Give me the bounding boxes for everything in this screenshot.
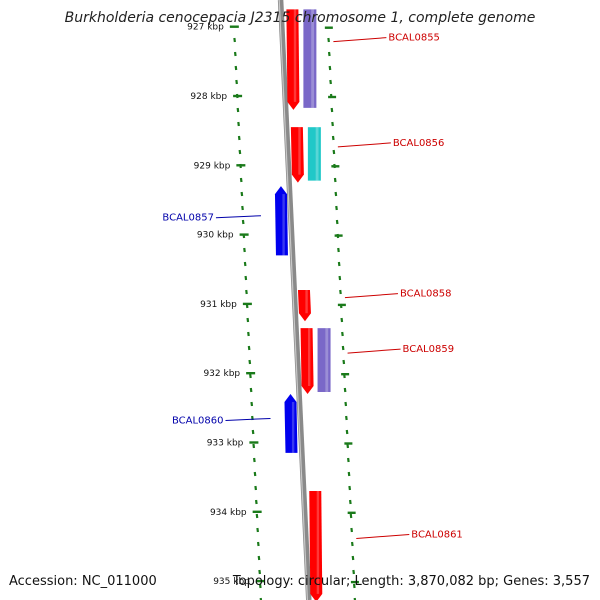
gene-leader-line (356, 533, 410, 539)
gene-leader-line (347, 348, 401, 354)
right-tick-track (324, 26, 359, 600)
kbp-tick-label: 929 kbp (194, 161, 231, 171)
gene-label[interactable]: BCAL0861 (411, 529, 463, 540)
gene-label[interactable]: BCAL0859 (403, 344, 455, 355)
gene-leader-line (333, 37, 387, 43)
gene-label[interactable]: BCAL0857 (162, 213, 214, 224)
gene-feature-bar (307, 127, 321, 181)
chromosome-backbone (277, 0, 312, 600)
forward-gene-arrow (309, 491, 323, 600)
forward-gene-arrow (290, 127, 304, 183)
chromosome-highlight (278, 0, 308, 600)
kbp-tick-label: 932 kbp (203, 369, 240, 379)
reverse-gene-arrow (274, 186, 288, 256)
gene-label[interactable]: BCAL0855 (388, 33, 440, 44)
left-tick-track: 927 kbp 928 kbp 929 kbp 930 kbp 931 kbp 932 k… (187, 23, 265, 600)
kbp-tick-label: 933 kbp (207, 439, 244, 449)
kbp-tick-label: 927 kbp (187, 23, 224, 33)
chromosome-line (277, 0, 312, 600)
forward-gene-arrow (286, 9, 300, 110)
map-title: Burkholderia cenocepacia J2315 chromosom… (64, 10, 536, 26)
gene-label[interactable]: BCAL0860 (172, 415, 224, 426)
forward-gene-arrow (300, 328, 314, 394)
kbp-tick-label: 931 kbp (200, 300, 237, 310)
gene-label[interactable]: BCAL0858 (400, 289, 452, 300)
gene-leader-line (337, 142, 391, 148)
gene-track (274, 9, 331, 600)
gene-leader-line (344, 293, 398, 299)
gene-leader-line (215, 215, 261, 219)
reverse-gene-arrow (284, 393, 298, 453)
genome-summary-text: Topology: circular; Length: 3,870,082 bp… (232, 574, 590, 589)
accession-text: Accession: NC_011000 (9, 574, 157, 589)
gene-label[interactable]: BCAL0856 (393, 138, 445, 149)
gene-feature-bar (317, 328, 331, 392)
kbp-tick-label: 928 kbp (190, 92, 227, 102)
gene-feature-bar (303, 9, 317, 108)
kbp-tick-label: 930 kbp (197, 231, 234, 241)
gene-label-layer: BCAL0855 BCAL0856 BCAL0857 BCAL0858 BCAL0859… (162, 33, 462, 541)
gene-leader-line (225, 417, 271, 421)
kbp-tick-label: 935 kbp (213, 577, 250, 587)
forward-gene-arrow (297, 290, 311, 322)
kbp-tick-label: 934 kbp (210, 508, 247, 518)
